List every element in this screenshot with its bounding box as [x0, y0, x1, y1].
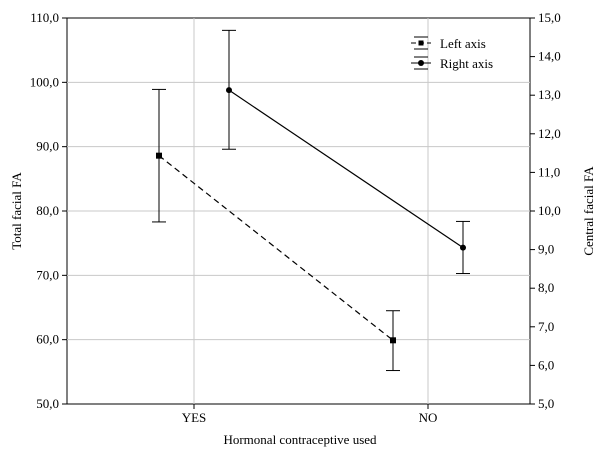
axes: 50,0 60,0 70,0 80,0 90,0 100,0 110,0 YES NO 5,0 6,… — [30, 10, 561, 425]
y-right-tick-label: 13,0 — [538, 87, 561, 102]
series-group — [152, 29, 470, 372]
y-left-tick-label: 90,0 — [36, 139, 59, 154]
y-left-tick-label: 50,0 — [36, 396, 59, 411]
y-right-tick-label: 9,0 — [538, 242, 554, 257]
y-right-tick-label: 7,0 — [538, 319, 554, 334]
legend-right-axis-label: Right axis — [440, 56, 493, 71]
legend-left-axis-marker — [418, 40, 424, 46]
y-right-tick-label: 11,0 — [538, 164, 560, 179]
y-right-tick-label: 6,0 — [538, 357, 554, 372]
y-right-tick-label: 10,0 — [538, 203, 561, 218]
series-line — [228, 89, 464, 249]
y-right-tick-label: 12,0 — [538, 126, 561, 141]
y-left-tick-label: 70,0 — [36, 267, 59, 282]
legend-item-right-axis: Right axis — [411, 56, 493, 71]
data-point-square — [390, 337, 396, 344]
x-tick-label: NO — [419, 410, 438, 425]
data-point-square — [156, 152, 162, 159]
grid-lines — [67, 18, 530, 404]
y-left-tick-label: 110,0 — [30, 10, 59, 25]
y-left-tick-label: 100,0 — [30, 74, 59, 89]
legend-right-axis-marker — [418, 60, 424, 66]
y-left-tick-label: 60,0 — [36, 332, 59, 347]
series-right-axis — [222, 29, 470, 275]
legend-item-left-axis: Left axis — [411, 36, 486, 51]
data-point-circle — [460, 244, 466, 251]
legend: Left axis Right axis — [411, 36, 493, 71]
y-right-tick-label: 5,0 — [538, 396, 554, 411]
y-right-tick-label: 15,0 — [538, 10, 561, 25]
series-left-axis — [152, 88, 400, 372]
data-point-circle — [226, 87, 232, 94]
y-axis-left-title: Total facial FA — [9, 172, 24, 250]
y-axis-right-title: Central facial FA — [581, 166, 596, 256]
y-left-tick-label: 80,0 — [36, 203, 59, 218]
x-tick-label: YES — [182, 410, 207, 425]
y-right-tick-label: 8,0 — [538, 280, 554, 295]
x-axis-title: Hormonal contraceptive used — [223, 432, 377, 447]
legend-left-axis-label: Left axis — [440, 36, 486, 51]
y-right-tick-label: 14,0 — [538, 49, 561, 64]
